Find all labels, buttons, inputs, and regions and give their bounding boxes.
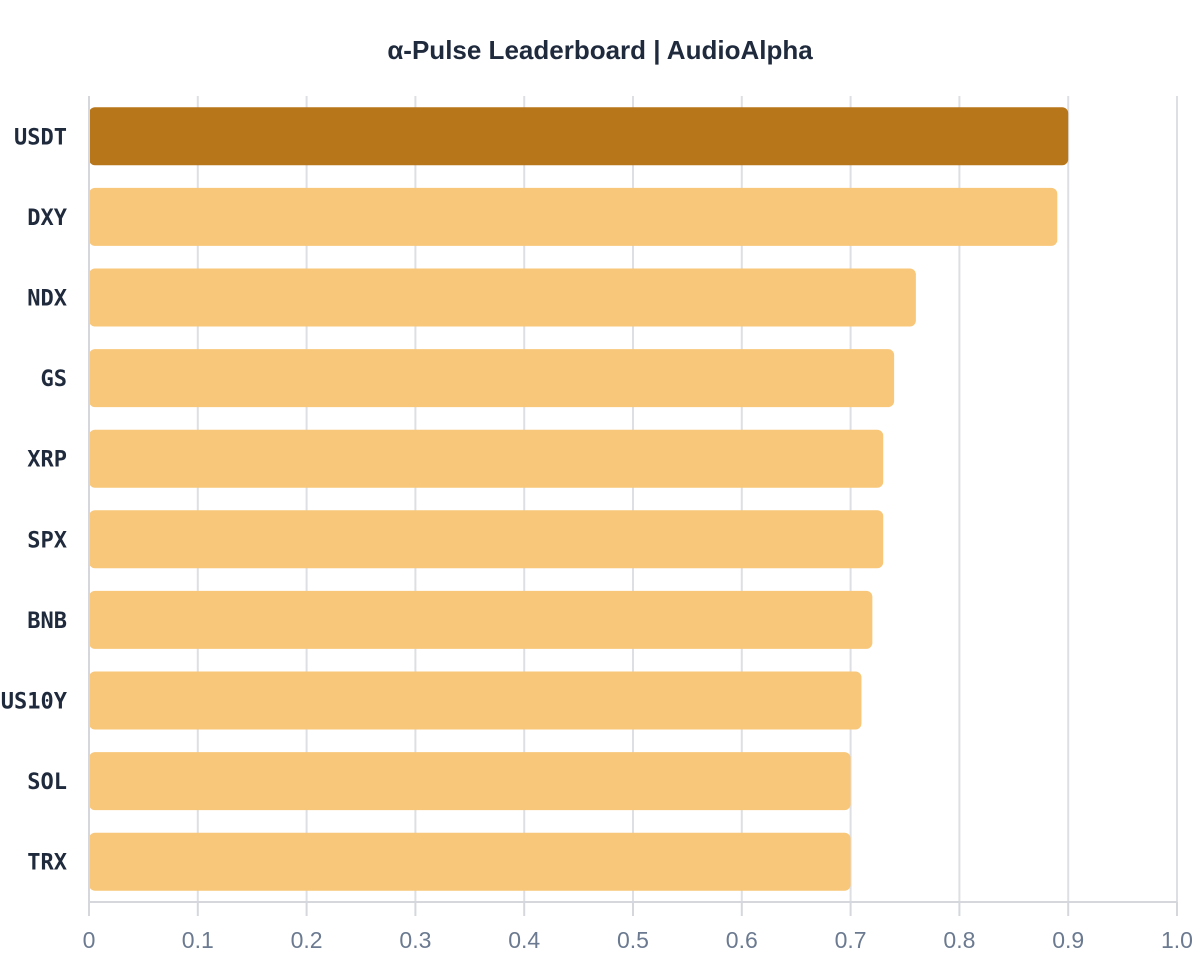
category-label: TRX xyxy=(27,851,67,876)
bar-sol xyxy=(89,752,851,811)
axes xyxy=(88,96,1178,916)
category-label: DXY xyxy=(27,206,67,231)
category-label: SPX xyxy=(27,528,67,553)
bar-trx xyxy=(89,832,851,891)
category-label: BNB xyxy=(27,609,67,634)
x-tick-label: 0.7 xyxy=(835,927,867,953)
category-label: GS xyxy=(41,367,68,392)
bar-bnb xyxy=(89,590,873,649)
x-tick-label: 0.8 xyxy=(943,927,975,953)
chart-title: α-Pulse Leaderboard | AudioAlpha xyxy=(387,35,813,65)
bar-gs xyxy=(89,349,895,408)
bar-spx xyxy=(89,510,884,569)
x-tick-label: 0.6 xyxy=(726,927,758,953)
x-tick-label: 0.4 xyxy=(508,927,540,953)
category-label: NDX xyxy=(27,287,67,312)
x-tick-label: 0.5 xyxy=(617,927,649,953)
bar-us10y xyxy=(89,671,862,730)
bar-xrp xyxy=(89,429,884,488)
bar-usdt xyxy=(89,107,1069,166)
category-label: XRP xyxy=(27,448,67,473)
x-tick-label: 0.1 xyxy=(182,927,214,953)
x-tick-label: 0 xyxy=(83,927,96,953)
x-tick-label: 0.3 xyxy=(399,927,431,953)
bar-dxy xyxy=(89,187,1058,246)
category-label: USDT xyxy=(14,125,67,150)
category-labels: USDT DXY NDX GS XRP SPX BNB US10Y SOL TRX xyxy=(1,125,68,875)
x-tick-labels: 0 0.1 0.2 0.3 0.4 0.5 0.6 0.7 0.8 0.9 1.0 xyxy=(83,927,1193,953)
bar-ndx xyxy=(89,268,916,327)
bars xyxy=(89,107,1069,891)
x-tick-label: 0.9 xyxy=(1052,927,1084,953)
category-label: SOL xyxy=(27,770,67,795)
x-tick-label: 1.0 xyxy=(1161,927,1193,953)
category-label: US10Y xyxy=(1,690,68,715)
x-tick-label: 0.2 xyxy=(291,927,323,953)
